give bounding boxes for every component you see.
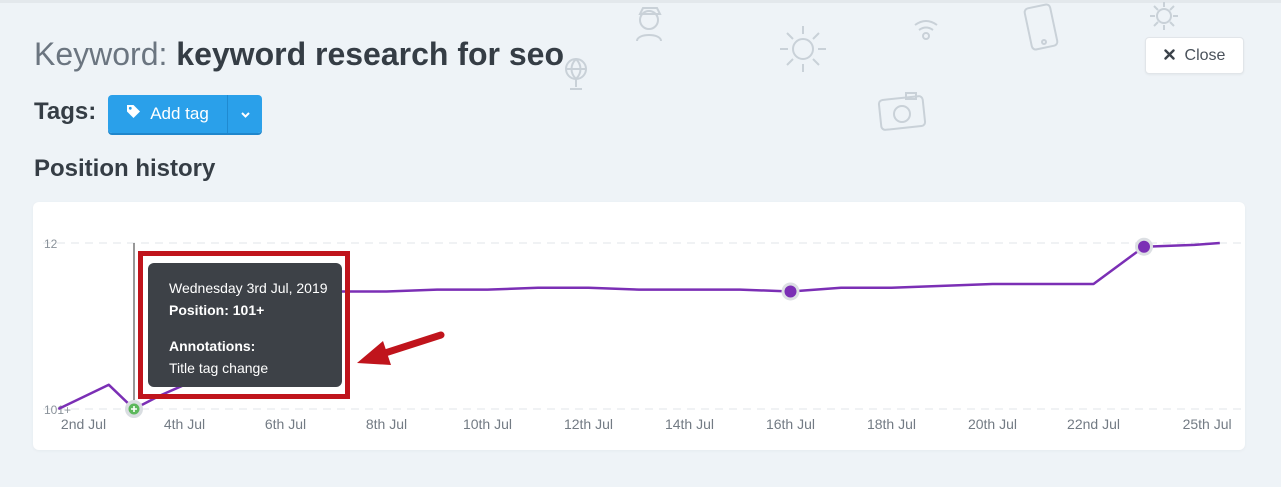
add-tag-button[interactable]: Add tag [108, 95, 227, 133]
close-button-label: Close [1184, 46, 1226, 64]
tooltip-annotation-text: Title tag change [169, 360, 269, 376]
data-point [1138, 240, 1150, 253]
chevron-down-icon [240, 105, 250, 123]
top-border [0, 0, 1281, 3]
keyword-value: keyword research for seo [176, 36, 565, 72]
x-tick-label: 25th Jul [1183, 416, 1232, 432]
x-tick-label: 12th Jul [564, 416, 613, 432]
globe-doodle-icon [562, 56, 590, 92]
tag-icon [126, 104, 141, 124]
tooltip-position: Position: 101+ [169, 302, 265, 318]
tooltip-annotations-heading: Annotations: [169, 338, 256, 354]
add-tag-dropdown-toggle[interactable] [228, 95, 262, 133]
x-tick-label: 18th Jul [867, 416, 916, 432]
section-title: Position history [34, 155, 216, 182]
add-tag-split-button: Add tag [108, 95, 262, 133]
person-doodle-icon [632, 4, 668, 42]
x-tick-label: 6th Jul [265, 416, 306, 432]
x-tick-label: 4th Jul [164, 416, 205, 432]
y-tick-label: 12 [44, 237, 58, 251]
close-button[interactable]: Close [1145, 37, 1244, 74]
x-tick-label: 8th Jul [366, 416, 407, 432]
button-divider [227, 95, 228, 133]
tags-label: Tags: [34, 98, 97, 125]
x-tick-label: 10th Jul [463, 416, 512, 432]
camera-doodle-icon [876, 88, 928, 132]
tooltip-date: Wednesday 3rd Jul, 2019 [169, 280, 328, 296]
keyword-label: Keyword: [34, 36, 168, 72]
data-point [784, 285, 797, 298]
tablet-doodle-icon [1022, 2, 1062, 52]
sun-doodle-icon [776, 22, 830, 76]
chart-tooltip: Wednesday 3rd Jul, 2019 Position: 101+ A… [148, 263, 342, 387]
x-tick-label: 2nd Jul [61, 416, 106, 432]
gear-doodle-icon [1146, 0, 1182, 34]
add-tag-label: Add tag [150, 104, 209, 123]
close-icon [1163, 47, 1175, 65]
page-title: Keyword: keyword research for seo [34, 34, 564, 74]
x-tick-label: 20th Jul [968, 416, 1017, 432]
highlight-box [138, 251, 350, 399]
x-tick-label: 22nd Jul [1067, 416, 1120, 432]
x-tick-label: 16th Jul [766, 416, 815, 432]
plus-icon [131, 406, 137, 412]
x-tick-label: 14th Jul [665, 416, 714, 432]
wifi-doodle-icon [912, 16, 940, 44]
highlight-arrow-icon [357, 331, 445, 365]
